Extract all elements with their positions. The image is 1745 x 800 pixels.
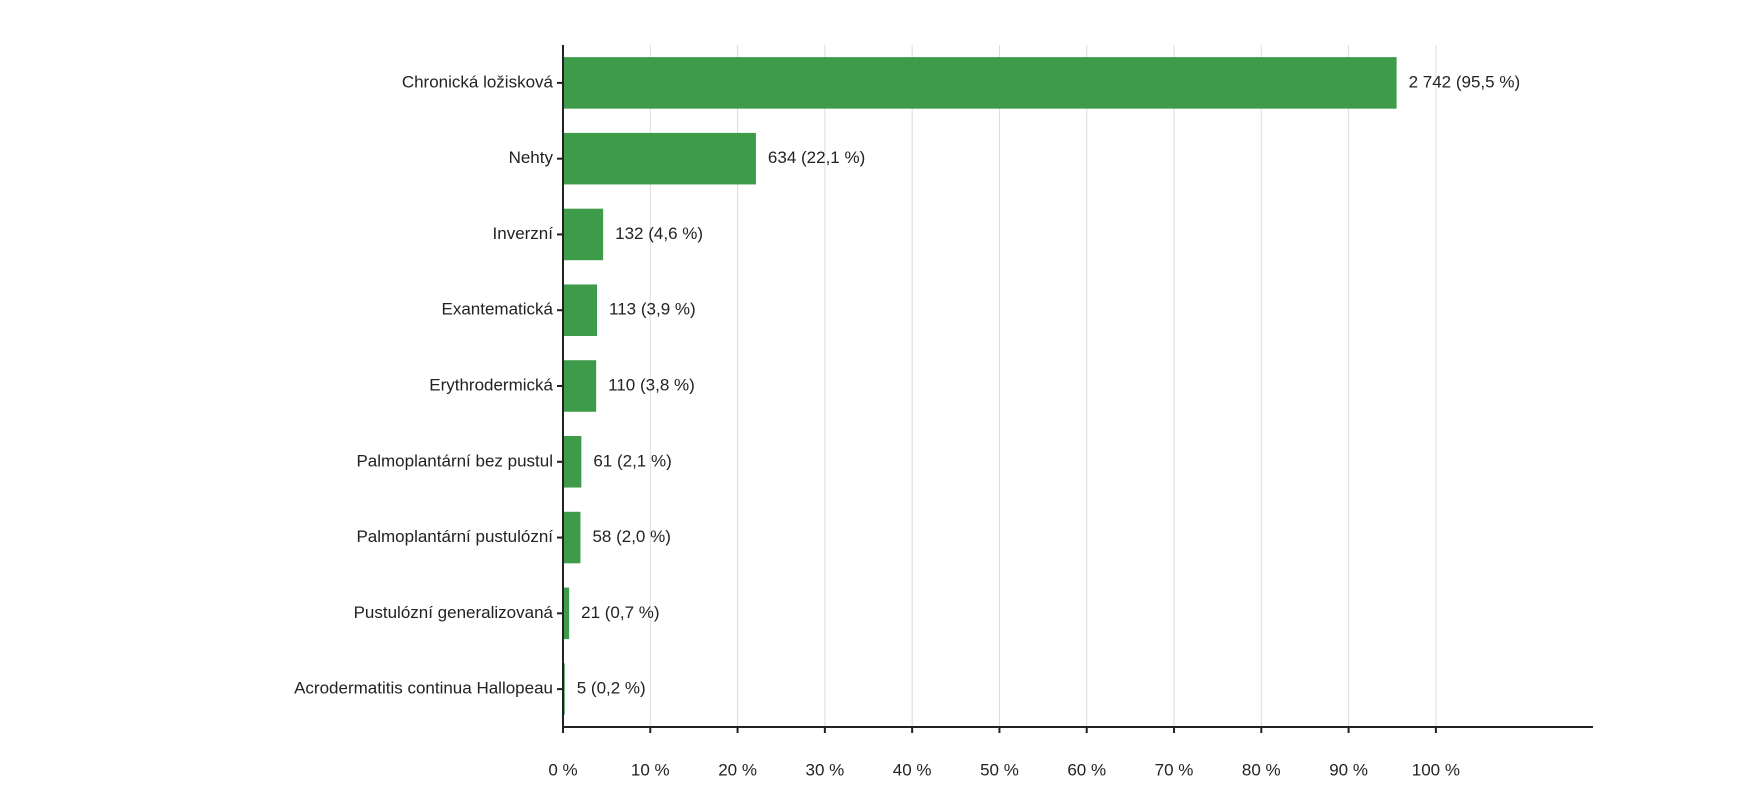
y-tick-label: Palmoplantární bez pustul bbox=[356, 451, 553, 470]
y-tick-label: Exantematická bbox=[442, 300, 554, 319]
y-tick-label: Nehty bbox=[509, 148, 554, 167]
y-tick-label: Inverzní bbox=[493, 224, 554, 243]
bar bbox=[563, 511, 581, 564]
x-tick-label: 30 % bbox=[805, 760, 844, 779]
bar bbox=[563, 360, 597, 412]
x-tick-label: 100 % bbox=[1412, 760, 1460, 779]
bar bbox=[563, 436, 582, 488]
value-label: 110 (3,8 %) bbox=[608, 375, 695, 394]
x-tick-label: 60 % bbox=[1067, 760, 1106, 779]
y-tick-label: Palmoplantární pustulózní bbox=[356, 527, 553, 546]
x-tick-label: 50 % bbox=[980, 760, 1019, 779]
x-tick-label: 10 % bbox=[631, 760, 670, 779]
value-label: 2 742 (95,5 %) bbox=[1409, 72, 1521, 91]
bar bbox=[563, 208, 604, 261]
x-tick-label: 20 % bbox=[718, 760, 757, 779]
y-tick-label: Erythrodermická bbox=[429, 375, 553, 394]
value-label: 61 (2,1 %) bbox=[593, 451, 671, 470]
x-tick-label: 40 % bbox=[893, 760, 932, 779]
value-label: 132 (4,6 %) bbox=[615, 224, 703, 243]
value-label: 113 (3,9 %) bbox=[609, 300, 696, 319]
value-label: 634 (22,1 %) bbox=[768, 148, 865, 167]
value-label: 5 (0,2 %) bbox=[577, 679, 646, 698]
y-tick-label: Acrodermatitis continua Hallopeau bbox=[294, 679, 553, 698]
x-tick-label: 0 % bbox=[548, 760, 577, 779]
bar bbox=[563, 57, 1397, 109]
bar bbox=[563, 587, 570, 640]
bar bbox=[563, 132, 756, 185]
x-tick-label: 90 % bbox=[1329, 760, 1368, 779]
x-tick-label: 80 % bbox=[1242, 760, 1281, 779]
x-tick-label: 70 % bbox=[1155, 760, 1194, 779]
y-tick-label: Pustulózní generalizovaná bbox=[354, 603, 554, 622]
y-tick-label: Chronická ložisková bbox=[402, 72, 554, 91]
bar bbox=[563, 284, 598, 336]
value-label: 58 (2,0 %) bbox=[592, 527, 670, 546]
value-label: 21 (0,7 %) bbox=[581, 603, 659, 622]
